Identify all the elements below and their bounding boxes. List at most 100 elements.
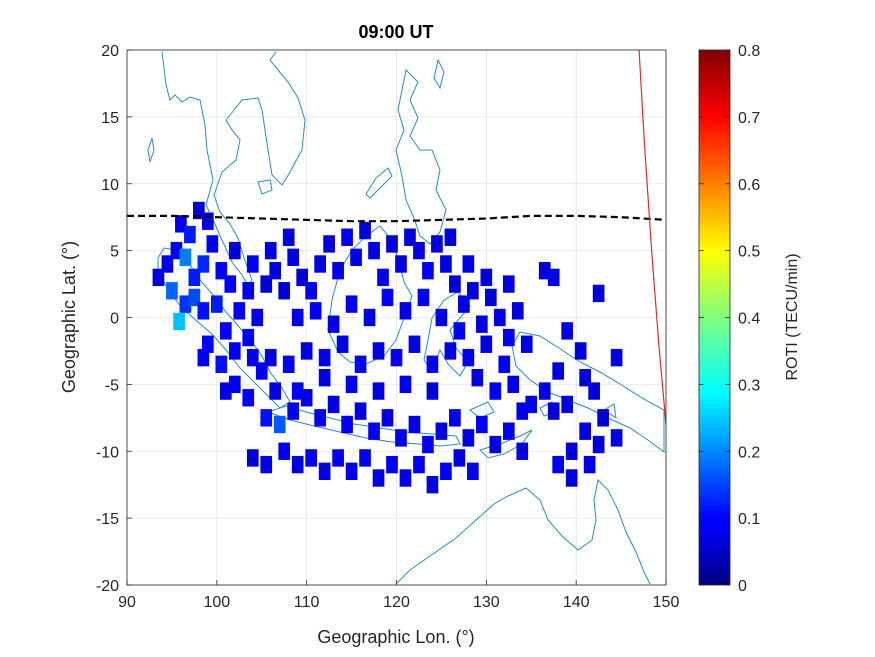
x-tick-label: 120 [383, 594, 410, 611]
y-tick-label: 0 [110, 311, 119, 328]
roti-block [228, 342, 241, 360]
roti-block [300, 342, 313, 360]
roti-block [489, 435, 502, 454]
roti-block [219, 322, 232, 340]
roti-block [228, 375, 241, 394]
roti-block [166, 282, 178, 300]
roti-block [511, 302, 524, 320]
roti-block [210, 295, 223, 313]
roti-block [327, 395, 340, 414]
roti-block [184, 225, 196, 244]
roti-block [386, 235, 398, 253]
roti-block [269, 261, 282, 280]
roti-block [269, 382, 282, 400]
roti-block [561, 322, 574, 340]
roti-block [547, 402, 560, 420]
roti-block [282, 228, 295, 246]
colorbar-tick-label: 0.2 [738, 444, 760, 461]
roti-block [354, 402, 367, 420]
roti-block [197, 302, 210, 320]
x-tick-label: 110 [294, 594, 320, 611]
roti-block [170, 241, 183, 260]
roti-block [291, 308, 304, 327]
roti-block [381, 288, 394, 307]
roti-block [444, 342, 457, 360]
roti-block [552, 455, 565, 474]
roti-block [574, 342, 587, 360]
roti-block [462, 255, 475, 273]
roti-block [368, 422, 380, 440]
roti-block [453, 322, 466, 340]
roti-block [242, 282, 255, 300]
roti-block [242, 389, 255, 407]
roti-block [440, 255, 452, 273]
roti-block [440, 462, 452, 481]
coastline-taiwan [433, 58, 445, 90]
roti-block [282, 355, 295, 374]
roti-block [332, 449, 344, 467]
roti-block [592, 435, 605, 454]
roti-block [345, 375, 358, 394]
roti-block [314, 409, 326, 427]
coastline-hainan [257, 179, 273, 195]
x-tick-label: 150 [653, 594, 680, 611]
roti-block [264, 348, 277, 367]
roti-data-blocks [152, 201, 623, 494]
colorbar-tick-label: 0.4 [738, 311, 760, 328]
y-tick-label: 10 [101, 177, 119, 194]
roti-block [449, 409, 461, 427]
roti-block [372, 382, 385, 400]
roti-block [309, 302, 322, 320]
roti-block [206, 235, 219, 253]
roti-block [260, 455, 273, 474]
roti-block [350, 248, 362, 267]
roti-block [449, 275, 461, 293]
roti-block [417, 288, 430, 307]
roti-block [179, 248, 192, 267]
roti-block [188, 268, 201, 287]
roti-block [318, 462, 331, 481]
roti-block [408, 415, 421, 434]
y-tick-label: 20 [101, 43, 119, 60]
roti-block [264, 241, 277, 260]
roti-block [552, 362, 565, 380]
roti-block [215, 355, 228, 374]
y-tick-label: -5 [105, 377, 119, 394]
roti-block [476, 415, 488, 434]
terminator-red-line [638, 49, 667, 425]
roti-block [219, 382, 232, 400]
roti-block [516, 442, 529, 460]
roti-block [399, 302, 412, 320]
colorbar: 0.8 0.7 0.6 0.5 0.4 0.3 0.2 0.1 0 ROTI (TECU/min… [698, 43, 801, 595]
roti-block [323, 235, 335, 253]
roti-block [565, 469, 578, 487]
roti-block [354, 355, 367, 374]
roti-block [377, 268, 389, 287]
roti-block [458, 295, 470, 313]
roti-block [233, 302, 246, 320]
roti-block [592, 284, 605, 303]
roti-block [291, 382, 304, 400]
y-axis-ticks: 20 15 10 5 0 -5 -10 -15 -20 [96, 43, 132, 595]
roti-block [332, 261, 344, 280]
roti-block [273, 415, 286, 434]
colorbar-tick-label: 0.1 [738, 511, 760, 528]
roti-block [327, 315, 340, 333]
roti-block [193, 201, 205, 220]
roti-block [390, 348, 403, 367]
colorbar-tick-label: 0.8 [738, 43, 760, 60]
roti-block [395, 429, 407, 447]
colorbar-tick-label: 0 [738, 578, 747, 595]
roti-block [480, 268, 493, 287]
roti-block [287, 248, 300, 267]
magnetic-equator-dashed-line [127, 214, 667, 223]
roti-block [368, 241, 380, 260]
roti-block [251, 308, 264, 327]
roti-block [242, 328, 255, 347]
roti-block [386, 455, 398, 474]
colorbar-tick-label: 0.3 [738, 377, 760, 394]
roti-block [300, 389, 313, 407]
roti-block [246, 255, 259, 273]
roti-block [471, 368, 484, 387]
roti-block [547, 268, 560, 287]
